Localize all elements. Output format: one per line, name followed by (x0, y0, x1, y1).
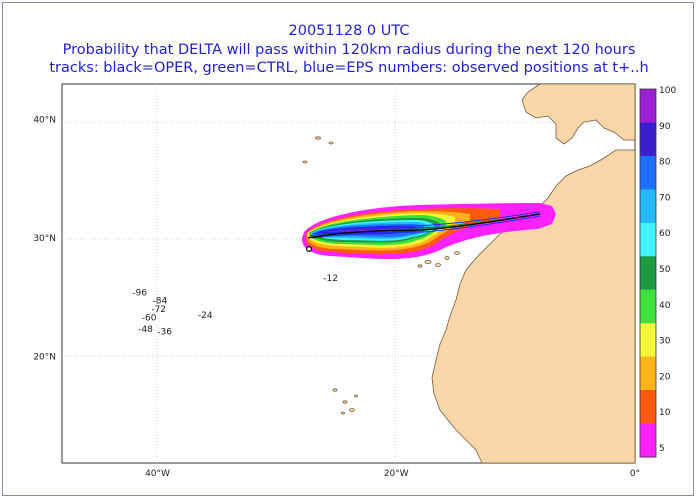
forecast-tracks (307, 211, 541, 239)
colorbar-label: 100 (659, 86, 676, 96)
colorbar-segment (640, 423, 656, 458)
colorbar-segment (640, 323, 656, 358)
title-legend-note: tracks: black=OPER, green=CTRL, blue=EPS… (49, 60, 649, 76)
land-africa (431, 84, 635, 463)
title-description: Probability that DELTA will pass within … (62, 42, 636, 58)
colorbar-segment (640, 356, 656, 391)
islands (302, 136, 460, 415)
colorbar-label: 50 (659, 265, 671, 275)
colorbar-segment (640, 390, 656, 425)
latitude-label: 30°N (33, 234, 56, 244)
colorbar-label: 10 (659, 408, 671, 418)
title-date: 20051128 0 UTC (288, 23, 410, 39)
longitude-labels: 40°W 20°W 0° (145, 469, 640, 479)
colorbar-label: 80 (659, 158, 671, 168)
longitude-label: 20°W (384, 469, 409, 479)
observed-position-label: -48 (138, 325, 153, 335)
observed-position-label: -96 (132, 288, 147, 298)
colorbar-segment (640, 89, 656, 123)
observed-position-label: -12 (323, 274, 338, 284)
observed-positions: -12 -96 -84-72-60 -24 -48 -36 (132, 274, 338, 337)
probability-colorbar: 100 90 80 70 60 50 40 30 20 10 5 (639, 86, 676, 458)
colorbar-label: 40 (659, 301, 671, 311)
colorbar-segment (640, 256, 656, 291)
colorbar-label: 30 (659, 337, 671, 347)
colorbar-segment (640, 189, 656, 224)
colorbar-label: 60 (659, 229, 671, 239)
colorbar-label: 90 (659, 122, 671, 132)
observed-position-label: -36 (157, 328, 172, 338)
observed-position-label: -72 (151, 305, 166, 315)
latitude-labels: 40°N 30°N 20°N (33, 116, 56, 363)
colorbar-segment (640, 155, 656, 190)
colorbar-label: 5 (659, 444, 665, 454)
observed-position-label: -24 (198, 311, 213, 321)
colorbar-label: 70 (659, 193, 671, 203)
latitude-label: 40°N (33, 116, 56, 126)
colorbar-segment (640, 289, 656, 324)
longitude-label: 0° (630, 469, 640, 479)
colorbar-segment (640, 222, 656, 257)
latitude-label: 20°N (33, 352, 56, 362)
colorbar-border (639, 88, 657, 458)
longitude-label: 40°W (145, 469, 170, 479)
colorbar-segment (640, 122, 656, 157)
colorbar-label: 20 (659, 372, 671, 382)
figure-frame (2, 2, 694, 496)
observed-position-label: -60 (142, 313, 157, 323)
observed-position-label: -84 (153, 297, 168, 307)
initial-position-marker (306, 246, 313, 253)
map-panel: -12 -96 -84-72-60 -24 -48 -36 40°N 30°N 20°N 40… (33, 83, 640, 479)
